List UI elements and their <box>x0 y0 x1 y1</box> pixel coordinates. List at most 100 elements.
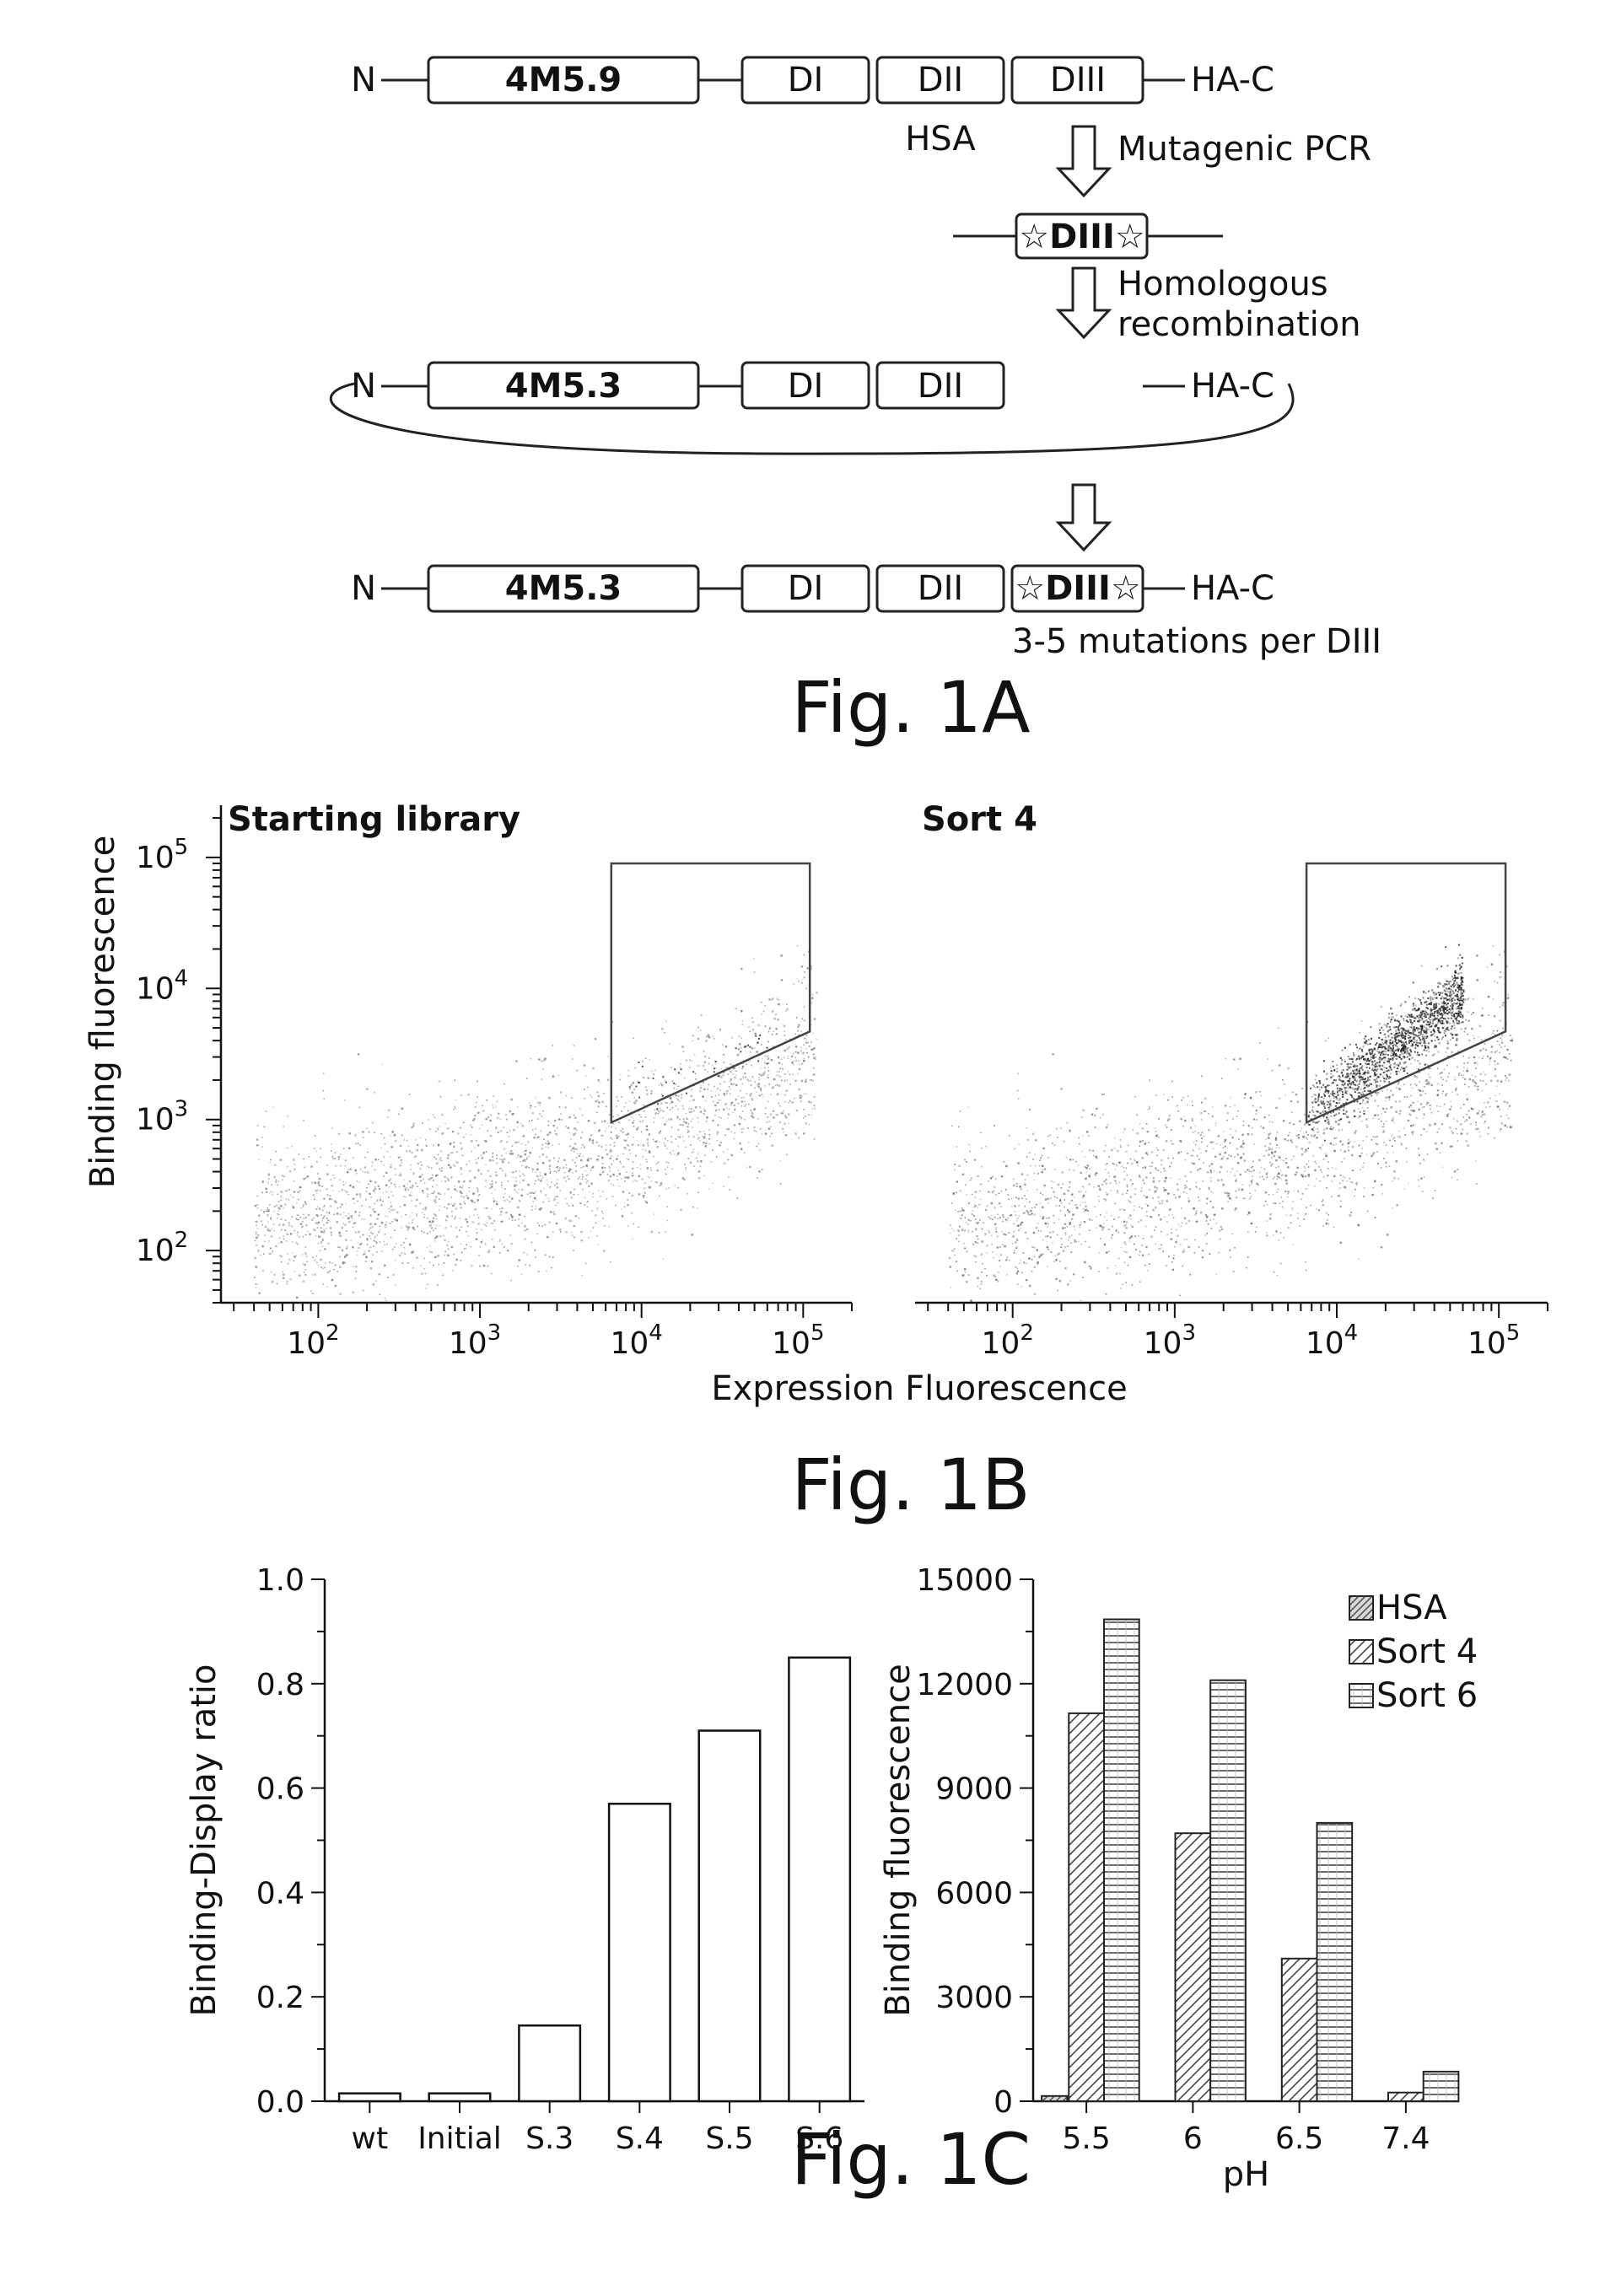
event-dot <box>501 1207 503 1209</box>
event-dot <box>740 1117 742 1119</box>
event-dot <box>264 1241 266 1243</box>
event-dot <box>574 1189 575 1191</box>
event-dot <box>1473 1035 1474 1037</box>
event-dot <box>1116 1272 1117 1274</box>
event-dot <box>1452 1017 1454 1019</box>
event-dot <box>337 1271 338 1272</box>
event-dot <box>1208 1129 1209 1131</box>
event-dot <box>454 1106 455 1108</box>
event-dot <box>434 1240 436 1242</box>
event-dot <box>322 1210 324 1212</box>
event-dot <box>1437 1132 1439 1133</box>
event-dot <box>318 1235 320 1237</box>
event-dot <box>1322 1199 1324 1201</box>
event-dot <box>305 1252 307 1254</box>
event-dot <box>759 1094 761 1096</box>
event-dot <box>961 1214 963 1216</box>
event-dot <box>1242 1141 1244 1143</box>
event-dot <box>754 1108 756 1110</box>
event-dot <box>1216 1143 1218 1145</box>
event-dot <box>380 1241 381 1243</box>
event-dot <box>1231 1137 1233 1138</box>
event-dot <box>616 1127 617 1129</box>
event-dot <box>434 1237 436 1239</box>
event-dot <box>477 1170 479 1171</box>
event-dot <box>805 1048 807 1050</box>
event-dot <box>644 1192 646 1194</box>
event-dot <box>1034 1293 1036 1295</box>
event-dot <box>587 1201 589 1202</box>
event-dot <box>1302 1175 1304 1177</box>
event-dot <box>536 1175 538 1177</box>
event-dot <box>1182 1266 1184 1267</box>
event-dot <box>406 1150 407 1152</box>
event-dot <box>1446 1093 1448 1094</box>
event-dot <box>724 1163 725 1164</box>
event-dot <box>1123 1225 1125 1227</box>
event-dot <box>1461 1107 1462 1109</box>
event-dot <box>1013 1185 1015 1186</box>
event-dot <box>1378 1118 1380 1120</box>
event-dot <box>635 1067 637 1069</box>
event-dot <box>1196 1213 1198 1214</box>
event-dot <box>518 1225 520 1227</box>
event-dot <box>520 1181 521 1183</box>
event-dot <box>272 1250 273 1252</box>
event-dot <box>388 1186 390 1188</box>
event-dot <box>585 1263 587 1265</box>
event-dot <box>582 1174 584 1175</box>
event-dot <box>778 1057 779 1058</box>
event-dot <box>1150 1108 1151 1110</box>
event-dot <box>1489 1061 1491 1062</box>
event-dot <box>306 1261 308 1263</box>
event-dot <box>772 1144 773 1146</box>
event-dot <box>435 1199 437 1201</box>
event-dot <box>1268 1115 1270 1116</box>
event-dot <box>762 1094 763 1095</box>
event-dot <box>1427 1083 1429 1084</box>
event-dot <box>416 1199 417 1201</box>
event-dot <box>801 982 803 984</box>
event-dot <box>959 1226 961 1228</box>
event-dot <box>1106 1179 1107 1180</box>
event-dot <box>629 1153 631 1154</box>
event-dot <box>1129 1240 1131 1242</box>
event-dot <box>1080 1204 1081 1206</box>
event-dot <box>781 1059 783 1061</box>
event-dot <box>315 1190 317 1191</box>
event-dot <box>1271 1157 1273 1159</box>
event-dot <box>780 1183 782 1185</box>
event-dot <box>448 1203 450 1205</box>
event-dot <box>638 1062 639 1063</box>
event-dot <box>416 1215 417 1217</box>
event-dot <box>461 1187 463 1189</box>
event-dot <box>471 1221 473 1223</box>
event-dot <box>513 1113 514 1115</box>
event-dot <box>390 1183 392 1185</box>
event-dot <box>617 1096 618 1098</box>
event-dot <box>1385 1059 1387 1061</box>
event-dot <box>543 1138 545 1140</box>
event-dot <box>1196 1182 1198 1184</box>
event-dot <box>271 1191 272 1193</box>
event-dot <box>1399 1110 1401 1111</box>
event-dot <box>1223 1156 1225 1158</box>
event-dot <box>673 1083 675 1084</box>
event-dot <box>1263 1179 1265 1180</box>
event-dot <box>682 1105 684 1107</box>
event-dot <box>1265 1191 1267 1193</box>
event-dot <box>1290 1139 1292 1141</box>
event-dot <box>431 1251 433 1253</box>
event-dot <box>1487 1057 1489 1058</box>
event-dot <box>277 1194 279 1196</box>
event-dot <box>374 1186 376 1188</box>
event-dot <box>525 1144 527 1146</box>
event-dot <box>740 1090 741 1092</box>
event-dot <box>693 1152 695 1153</box>
event-dot <box>543 1202 545 1203</box>
event-dot <box>739 1067 740 1069</box>
event-dot <box>1123 1221 1125 1223</box>
event-dot <box>642 1061 644 1062</box>
event-dot <box>518 1259 520 1261</box>
event-dot <box>1349 1178 1351 1180</box>
